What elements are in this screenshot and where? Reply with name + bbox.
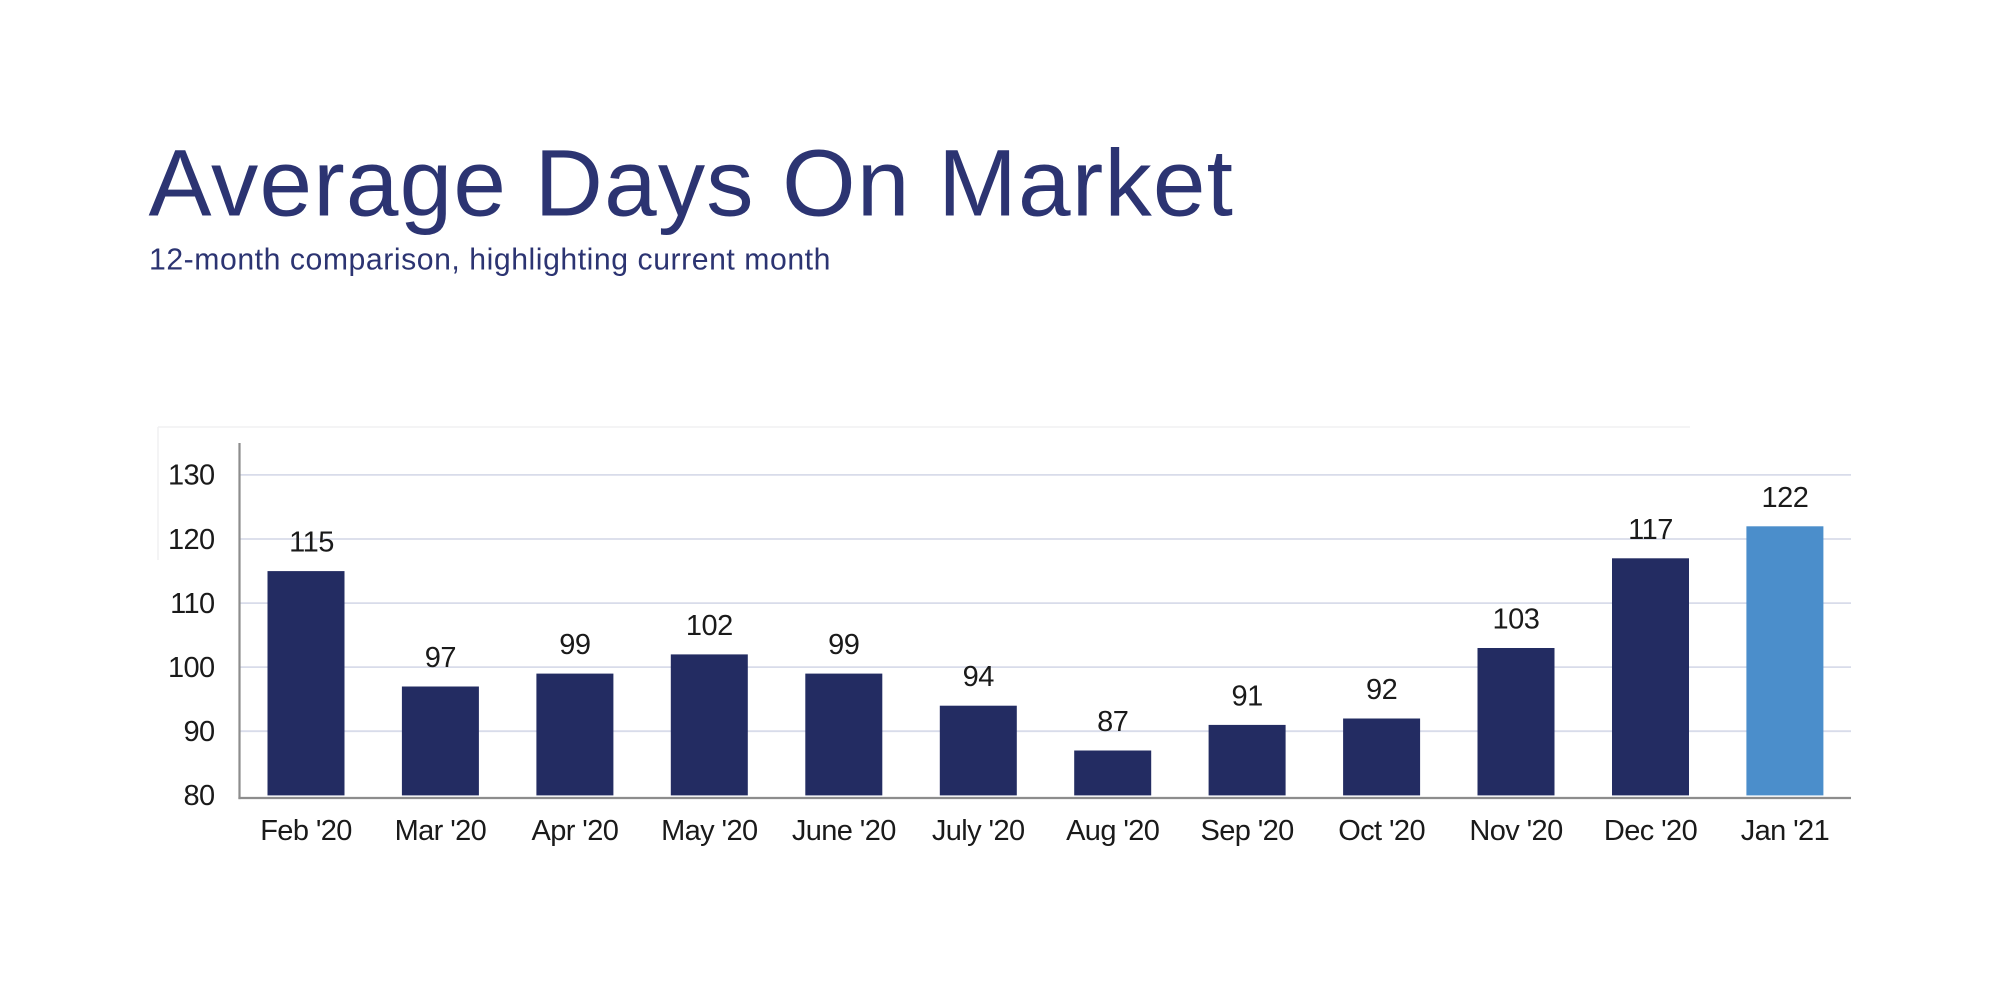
svg-text:Aug '20: Aug '20 bbox=[1066, 815, 1159, 847]
svg-text:130: 130 bbox=[168, 460, 215, 492]
svg-text:99: 99 bbox=[559, 629, 590, 661]
svg-text:122: 122 bbox=[1761, 482, 1808, 514]
svg-text:Feb '20: Feb '20 bbox=[260, 815, 352, 847]
svg-text:July '20: July '20 bbox=[932, 815, 1025, 847]
svg-text:Sep '20: Sep '20 bbox=[1200, 815, 1293, 847]
svg-text:120: 120 bbox=[168, 524, 215, 556]
svg-text:97: 97 bbox=[425, 642, 456, 674]
svg-text:Average Days On Market: Average Days On Market bbox=[149, 131, 1235, 237]
svg-text:115: 115 bbox=[289, 527, 334, 559]
svg-text:117: 117 bbox=[1628, 514, 1673, 546]
svg-text:May '20: May '20 bbox=[661, 815, 757, 847]
svg-text:Mar '20: Mar '20 bbox=[395, 815, 487, 847]
svg-text:12-month comparison, highlight: 12-month comparison, highlighting curren… bbox=[149, 243, 831, 276]
svg-text:102: 102 bbox=[686, 610, 733, 642]
svg-text:87: 87 bbox=[1097, 706, 1128, 738]
svg-text:Apr '20: Apr '20 bbox=[532, 815, 619, 847]
svg-text:92: 92 bbox=[1366, 674, 1397, 706]
svg-text:Jan '21: Jan '21 bbox=[1741, 815, 1829, 847]
svg-text:103: 103 bbox=[1493, 604, 1540, 636]
svg-text:91: 91 bbox=[1231, 680, 1262, 712]
svg-text:110: 110 bbox=[170, 588, 214, 620]
svg-text:100: 100 bbox=[168, 652, 215, 684]
svg-text:Oct '20: Oct '20 bbox=[1338, 815, 1425, 847]
svg-text:99: 99 bbox=[828, 629, 859, 661]
svg-text:90: 90 bbox=[184, 716, 215, 748]
svg-text:80: 80 bbox=[184, 780, 215, 812]
svg-text:94: 94 bbox=[963, 661, 995, 693]
svg-text:Nov '20: Nov '20 bbox=[1469, 815, 1562, 847]
svg-text:Dec '20: Dec '20 bbox=[1604, 815, 1697, 847]
svg-text:June '20: June '20 bbox=[792, 815, 896, 847]
